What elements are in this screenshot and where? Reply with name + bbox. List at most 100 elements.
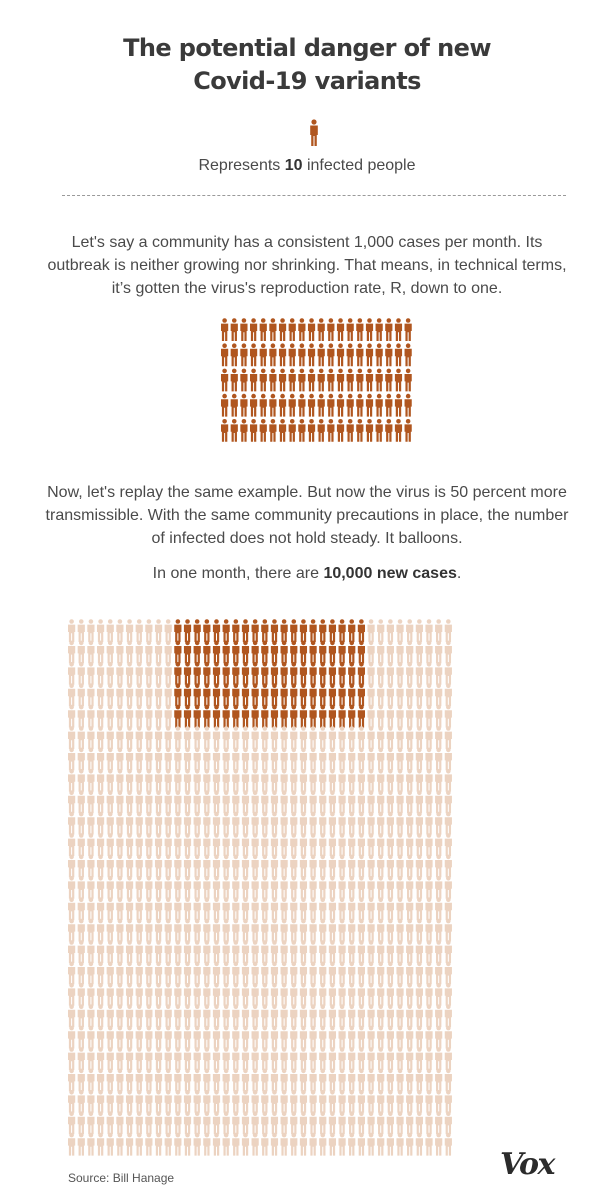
new-case-person-icon: [96, 683, 105, 707]
new-case-person-icon: [425, 983, 433, 1006]
new-case-person-icon: [290, 940, 298, 963]
new-case-person-icon: [396, 640, 404, 664]
new-case-person-icon: [338, 940, 346, 963]
new-case-person-icon: [77, 940, 85, 963]
new-case-person-icon: [145, 662, 153, 685]
new-case-person-icon: [203, 897, 211, 921]
new-case-person-icon: [435, 1068, 443, 1092]
new-case-person-icon: [377, 1090, 385, 1113]
new-case-person-icon: [232, 1047, 240, 1070]
new-case-person-icon: [415, 854, 423, 878]
infected-person-icon: [222, 662, 230, 685]
infected-person-icon: [269, 419, 277, 442]
infected-person-icon: [348, 619, 356, 642]
new-case-person-icon: [203, 854, 211, 878]
new-case-person-icon: [241, 961, 250, 985]
new-case-person-icon: [135, 704, 143, 728]
new-case-person-icon: [87, 769, 95, 792]
new-case-person-icon: [309, 897, 317, 921]
infected-person-icon: [357, 662, 365, 685]
new-case-person-icon: [251, 1025, 259, 1049]
legend-value: 10: [284, 157, 303, 174]
infected-person-icon: [240, 343, 248, 367]
new-case-person-icon: [367, 1025, 375, 1049]
new-case-person-icon: [77, 1090, 85, 1113]
infected-person-icon: [327, 419, 335, 442]
infected-person-icon: [280, 662, 288, 685]
new-case-person-icon: [367, 1132, 375, 1156]
new-case-person-icon: [154, 726, 163, 749]
new-case-person-icon: [164, 876, 172, 899]
infected-person-icon: [203, 704, 211, 728]
new-case-person-icon: [87, 790, 95, 814]
source-note: Source: Bill Hanage: [68, 1171, 175, 1185]
new-case-person-icon: [145, 983, 153, 1006]
infected-person-icon: [240, 318, 248, 341]
new-case-person-icon: [444, 1068, 452, 1092]
new-case-person-icon: [222, 726, 230, 749]
new-case-person-icon: [406, 662, 414, 685]
new-case-person-icon: [396, 662, 404, 685]
new-case-person-icon: [125, 790, 134, 814]
new-case-person-icon: [280, 726, 288, 749]
new-case-person-icon: [261, 769, 269, 792]
new-case-person-icon: [174, 769, 182, 792]
new-case-person-icon: [241, 833, 250, 856]
new-case-person-icon: [96, 983, 105, 1006]
infected-person-icon: [309, 683, 317, 707]
new-case-person-icon: [135, 1068, 143, 1092]
new-case-person-icon: [280, 876, 288, 899]
new-case-person-icon: [444, 1111, 452, 1135]
new-case-person-icon: [135, 1047, 143, 1070]
new-case-person-icon: [193, 811, 201, 835]
new-case-person-icon: [406, 769, 414, 792]
new-case-person-icon: [87, 1068, 95, 1092]
infected-person-icon: [212, 662, 221, 685]
new-case-person-icon: [357, 1004, 365, 1028]
new-case-person-icon: [77, 683, 85, 707]
infected-person-icon: [348, 662, 356, 685]
infected-person-icon: [328, 640, 337, 664]
new-case-person-icon: [77, 1025, 85, 1049]
new-case-person-icon: [328, 876, 337, 899]
new-case-person-icon: [154, 619, 163, 642]
new-case-person-icon: [357, 747, 365, 771]
new-case-person-icon: [338, 918, 346, 942]
new-case-person-icon: [406, 790, 414, 814]
infected-person-icon: [261, 683, 269, 707]
infected-person-icon: [193, 683, 201, 707]
infected-person-icon: [317, 393, 325, 417]
new-case-person-icon: [135, 918, 143, 942]
new-case-person-icon: [386, 961, 394, 985]
new-case-person-icon: [164, 897, 172, 921]
infected-person-icon: [230, 368, 238, 392]
new-case-person-icon: [241, 854, 250, 878]
new-case-person-icon: [232, 811, 240, 835]
new-case-person-icon: [406, 1025, 414, 1049]
new-case-person-icon: [135, 1111, 143, 1135]
new-case-person-icon: [425, 619, 433, 642]
new-case-person-icon: [270, 876, 279, 899]
infected-person-icon: [174, 683, 182, 707]
new-case-person-icon: [164, 619, 172, 642]
new-case-person-icon: [68, 662, 76, 685]
new-case-person-icon: [396, 683, 404, 707]
new-case-person-icon: [386, 811, 394, 835]
new-case-person-icon: [406, 854, 414, 878]
new-case-person-icon: [87, 640, 95, 664]
new-case-person-icon: [193, 1004, 201, 1028]
new-case-person-icon: [212, 833, 221, 856]
new-case-person-icon: [96, 876, 105, 899]
new-case-person-icon: [406, 1068, 414, 1092]
infected-person-icon: [307, 419, 316, 442]
new-case-person-icon: [396, 854, 404, 878]
new-case-person-icon: [425, 1090, 433, 1113]
infected-person-icon: [338, 619, 346, 642]
new-case-person-icon: [319, 876, 327, 899]
new-case-person-icon: [145, 1132, 153, 1156]
new-case-person-icon: [396, 1004, 404, 1028]
new-case-person-icon: [386, 1047, 394, 1070]
new-case-person-icon: [435, 1111, 443, 1135]
new-case-person-icon: [319, 897, 327, 921]
new-case-person-icon: [299, 918, 308, 942]
